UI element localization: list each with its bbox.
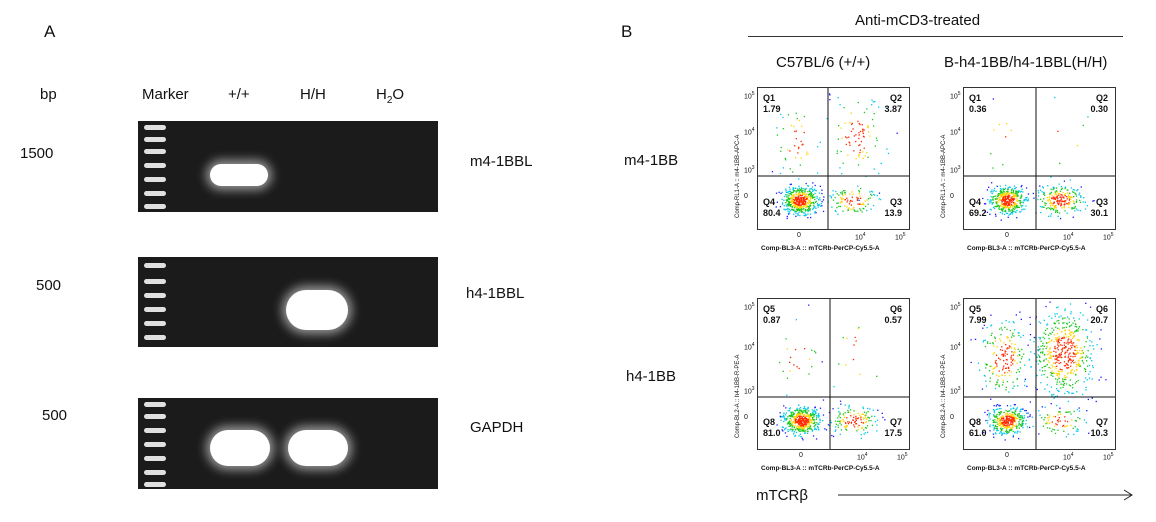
quadrant-label: Q2 3.87 bbox=[884, 93, 902, 114]
bp-label: bp bbox=[40, 86, 57, 103]
quadrant-label: Q3 13.9 bbox=[884, 197, 902, 218]
band-wt bbox=[210, 164, 268, 186]
flow-plot-4: Q5 7.99 Q6 20.7 Q7 10.3 Q8 61.0 bbox=[963, 298, 1116, 450]
quadrant-label: Q3 30.1 bbox=[1090, 197, 1108, 218]
flow-x-tick-label: 0 bbox=[799, 452, 803, 459]
flow-y-tick-label: 105 bbox=[744, 302, 755, 312]
x-axis-title: mTCRβ bbox=[756, 487, 808, 504]
flow-y-tick-label: 104 bbox=[950, 126, 961, 136]
band-hh bbox=[288, 430, 348, 466]
flow-x-tick-label: 0 bbox=[1005, 452, 1009, 459]
quadrant-label: Q1 1.79 bbox=[763, 93, 781, 114]
quadrant-label: Q7 17.5 bbox=[884, 417, 902, 438]
size-label-500-b: 500 bbox=[42, 407, 68, 424]
quadrant-label: Q5 7.99 bbox=[969, 304, 987, 325]
x-axis-arrow bbox=[838, 489, 1133, 501]
flow-y-axis-label: Comp-RL1-A :: m4-1BB-APC-A bbox=[735, 134, 741, 218]
band-wt bbox=[210, 430, 270, 466]
lane-label-hh: H/H bbox=[300, 86, 326, 103]
flow-scatter bbox=[758, 299, 909, 449]
panel-b-letter: B bbox=[621, 22, 633, 41]
column-label-hh: B-h4-1BB/h4-1BBL(H/H) bbox=[944, 54, 1108, 71]
flow-x-tick-label: 0 bbox=[1005, 232, 1009, 239]
flow-plot-2: Q1 0.36 Q2 0.30 Q3 30.1 Q4 69.2 bbox=[963, 87, 1116, 230]
flow-y-tick-label: 0 bbox=[744, 193, 748, 200]
gene-label-gapdh: GAPDH bbox=[470, 419, 524, 436]
flow-x-tick-label: 104 bbox=[857, 452, 868, 462]
quadrant-label: Q6 0.57 bbox=[884, 304, 902, 325]
flow-y-tick-label: 0 bbox=[950, 414, 954, 421]
flow-y-tick-label: 0 bbox=[744, 414, 748, 421]
quadrant-label: Q7 10.3 bbox=[1090, 417, 1108, 438]
quadrant-label: Q8 81.0 bbox=[763, 417, 781, 438]
row-label-h41bb: h4-1BB bbox=[626, 368, 677, 385]
panel-a-letter: A bbox=[44, 22, 56, 41]
flow-x-tick-label: 105 bbox=[897, 452, 908, 462]
quadrant-label: Q4 80.4 bbox=[763, 197, 781, 218]
flow-y-tick-label: 103 bbox=[950, 386, 961, 396]
flow-y-tick-label: 104 bbox=[950, 342, 961, 352]
flow-x-axis-label: Comp-BL3-A :: mTCRb-PerCP-Cy5.5-A bbox=[967, 245, 1086, 252]
flow-x-tick-label: 104 bbox=[855, 232, 866, 242]
flow-plot-3: Q5 0.87 Q6 0.57 Q7 17.5 Q8 81.0 bbox=[757, 298, 910, 450]
treatment-title: Anti-mCD3-treated bbox=[855, 12, 981, 29]
gene-label-m41bbl: m4-1BBL bbox=[470, 153, 533, 170]
flow-y-tick-label: 103 bbox=[950, 165, 961, 175]
flow-y-axis-label: Comp-BL2-A :: h4-1BB-R-PE-A bbox=[941, 354, 947, 438]
flow-x-tick-label: 105 bbox=[1103, 232, 1114, 242]
column-label-wt: C57BL/6 (+/+) bbox=[776, 54, 871, 71]
gel-image-gapdh bbox=[138, 398, 438, 489]
gel-image-h41bbl bbox=[138, 257, 438, 347]
flow-y-tick-label: 104 bbox=[744, 126, 755, 136]
gel-image-m41bbl bbox=[138, 121, 438, 212]
row-label-m41bb: m4-1BB bbox=[624, 152, 679, 169]
size-label-1500: 1500 bbox=[20, 145, 54, 162]
quadrant-label: Q1 0.36 bbox=[969, 93, 987, 114]
size-label-500-a: 500 bbox=[36, 277, 62, 294]
flow-y-tick-label: 105 bbox=[950, 91, 961, 101]
quadrant-label: Q4 69.2 bbox=[969, 197, 987, 218]
flow-scatter bbox=[964, 88, 1115, 229]
flow-scatter bbox=[758, 88, 909, 229]
quadrant-label: Q5 0.87 bbox=[763, 304, 781, 325]
flow-y-tick-label: 105 bbox=[744, 91, 755, 101]
marker-ladder bbox=[144, 121, 166, 212]
flow-x-axis-label: Comp-BL3-A :: mTCRb-PerCP-Cy5.5-A bbox=[967, 465, 1086, 472]
flow-x-axis-label: Comp-BL3-A :: mTCRb-PerCP-Cy5.5-A bbox=[761, 245, 880, 252]
flow-x-tick-label: 104 bbox=[1063, 232, 1074, 242]
flow-y-tick-label: 105 bbox=[950, 302, 961, 312]
lane-label-marker: Marker bbox=[142, 86, 189, 103]
flow-y-tick-label: 104 bbox=[744, 342, 755, 352]
marker-ladder bbox=[144, 398, 166, 489]
flow-y-axis-label: Comp-RL1-A :: m4-1BB-APC-A bbox=[941, 134, 947, 218]
flow-x-axis-label: Comp-BL3-A :: mTCRb-PerCP-Cy5.5-A bbox=[761, 465, 880, 472]
flow-y-axis-label: Comp-BL2-A :: h4-1BB-R-PE-A bbox=[735, 354, 741, 438]
lane-label-h2o: H2O bbox=[376, 86, 405, 106]
flow-scatter bbox=[964, 299, 1115, 449]
flow-x-tick-label: 104 bbox=[1063, 452, 1074, 462]
flow-y-tick-label: 103 bbox=[744, 165, 755, 175]
treatment-underline bbox=[748, 36, 1123, 37]
gene-label-h41bbl: h4-1BBL bbox=[466, 285, 525, 302]
flow-x-tick-label: 105 bbox=[895, 232, 906, 242]
flow-y-tick-label: 0 bbox=[950, 193, 954, 200]
quadrant-label: Q8 61.0 bbox=[969, 417, 987, 438]
flow-y-tick-label: 103 bbox=[744, 386, 755, 396]
flow-x-tick-label: 105 bbox=[1103, 452, 1114, 462]
quadrant-label: Q6 20.7 bbox=[1090, 304, 1108, 325]
band-hh bbox=[286, 290, 348, 330]
flow-x-tick-label: 0 bbox=[797, 232, 801, 239]
marker-ladder bbox=[144, 257, 166, 347]
flow-plot-1: Q1 1.79 Q2 3.87 Q3 13.9 Q4 80.4 bbox=[757, 87, 910, 230]
quadrant-label: Q2 0.30 bbox=[1090, 93, 1108, 114]
lane-label-wt: +/+ bbox=[228, 86, 250, 103]
